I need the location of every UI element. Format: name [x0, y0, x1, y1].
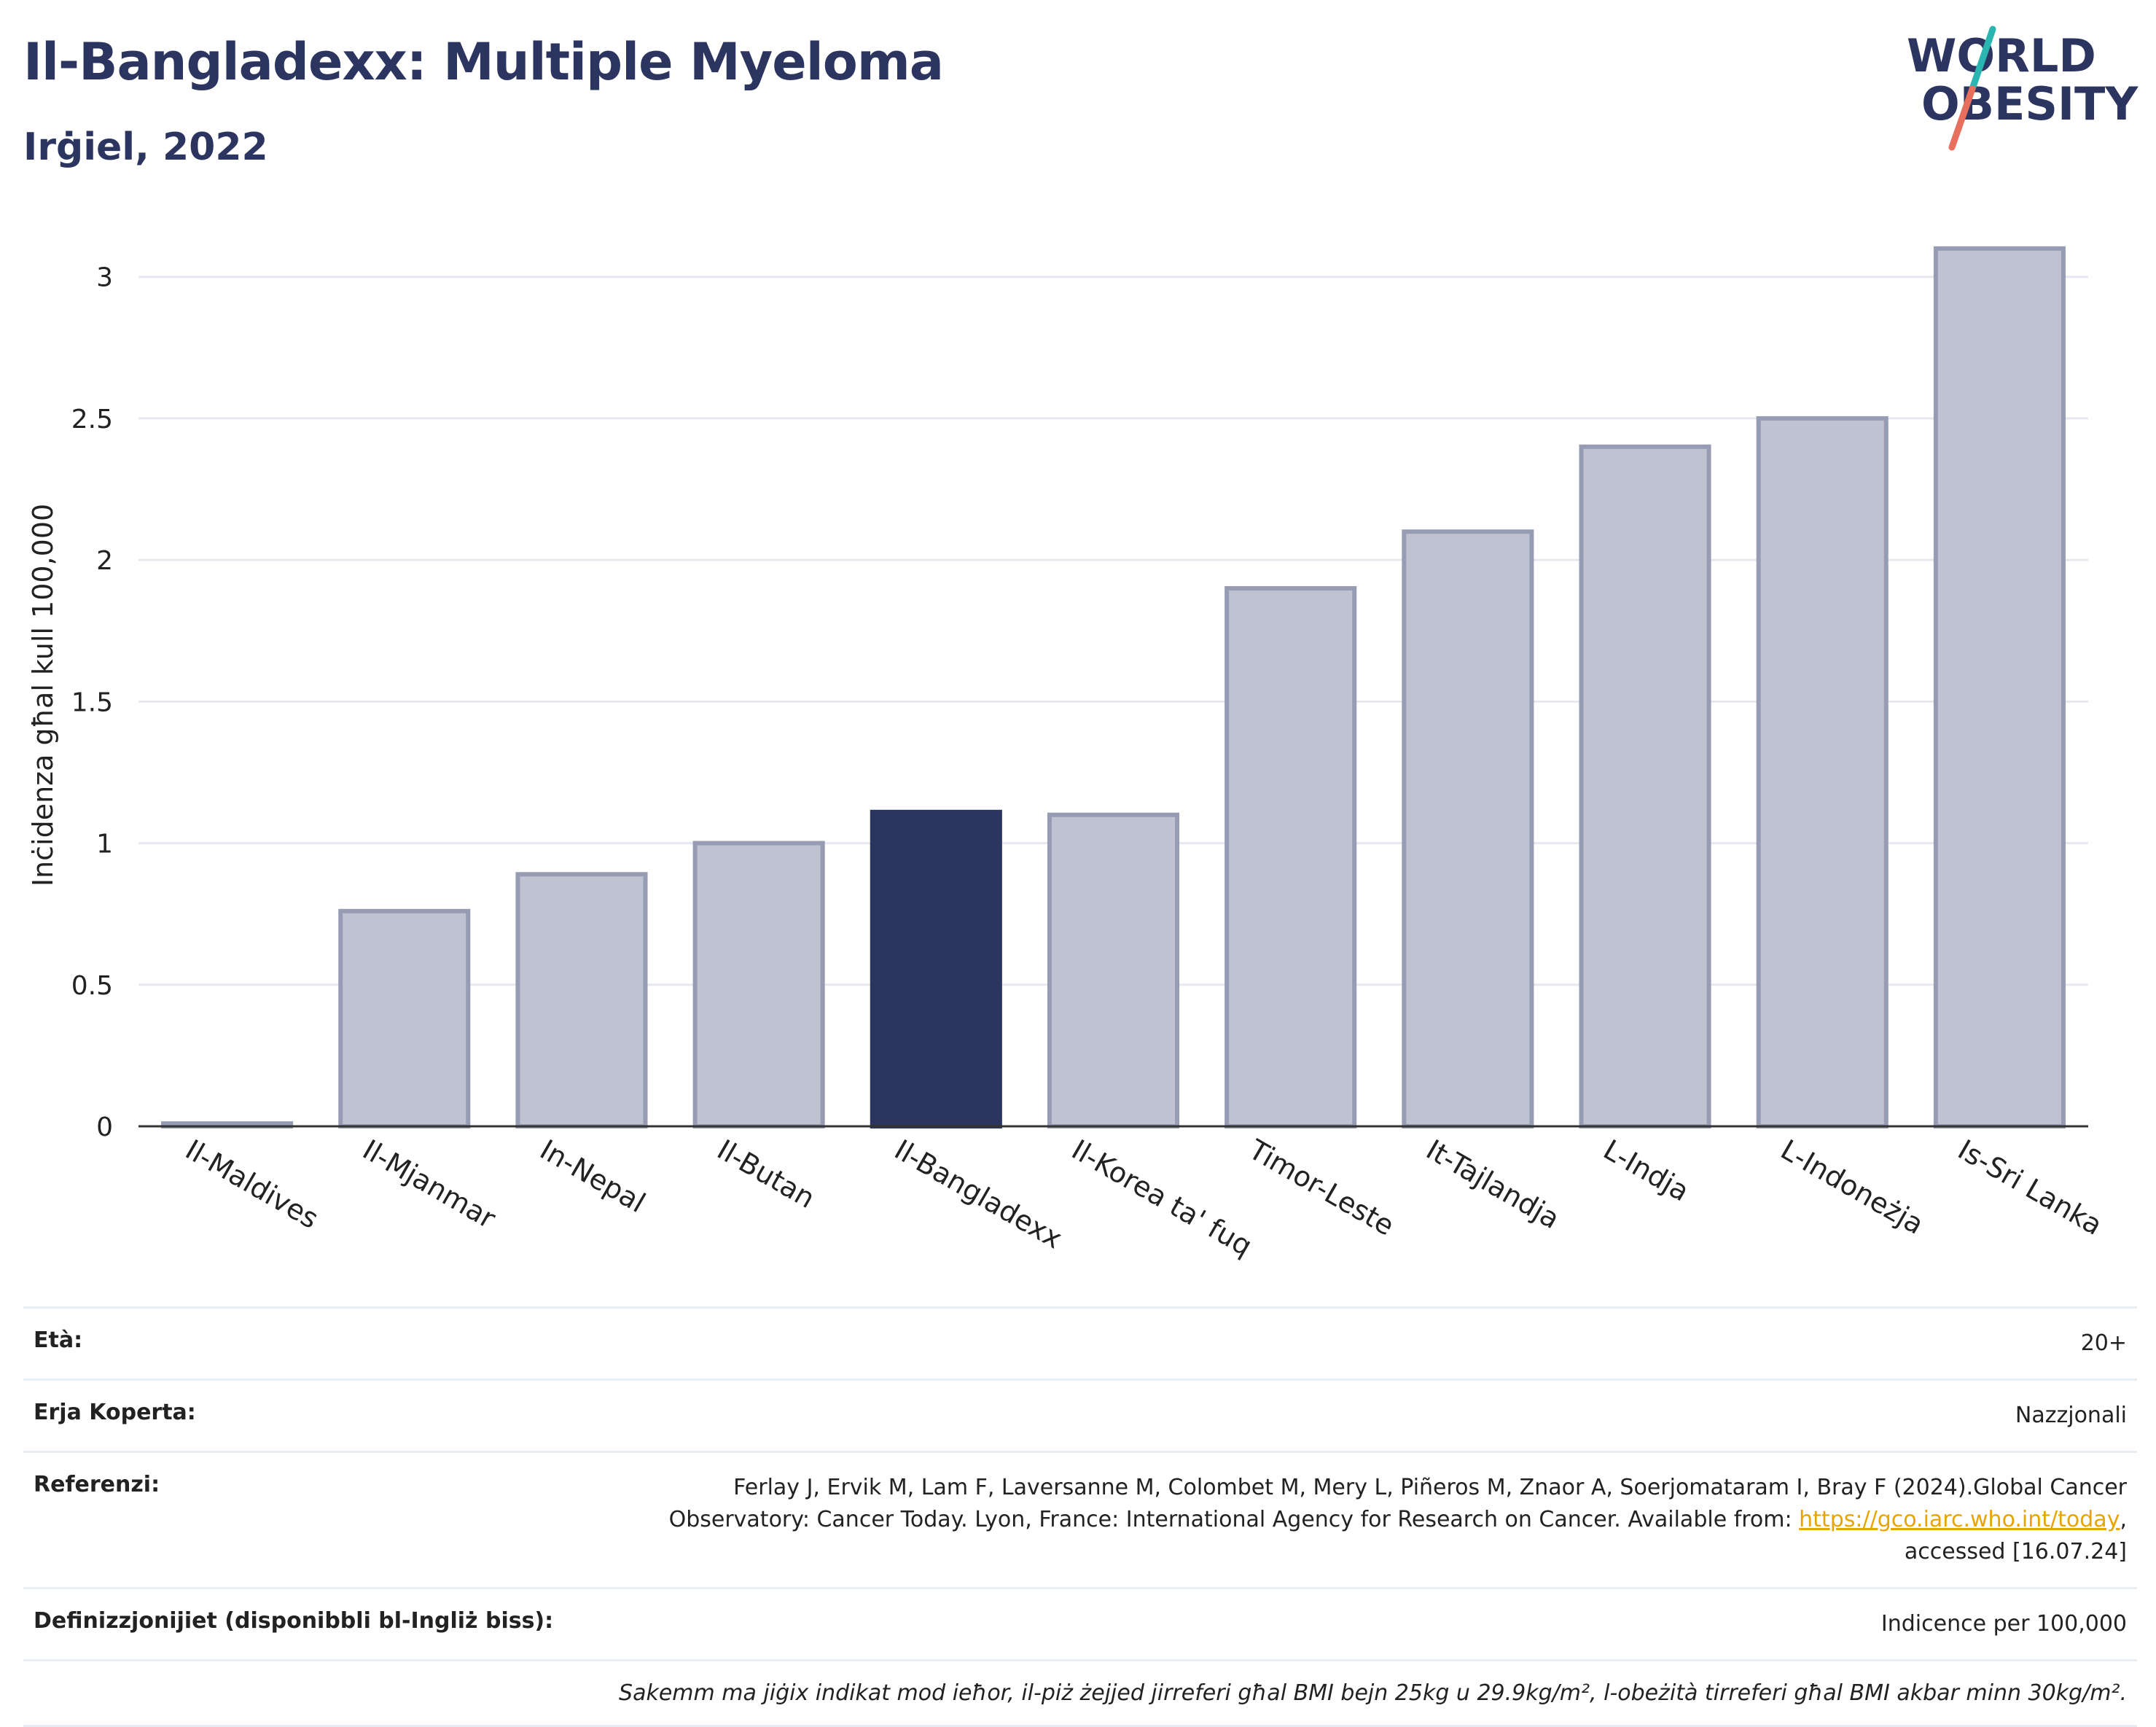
page-subtitle: Irġiel, 2022: [23, 125, 268, 169]
x-tick-label: Il-Butan: [712, 1134, 821, 1215]
meta-row-references: Referenzi: Ferlay J, Ervik M, Lam F, Lav…: [23, 1451, 2137, 1587]
y-tick-label: 0.5: [71, 971, 113, 1001]
meta-row-age: Età: 20+: [23, 1306, 2137, 1379]
logo-line-1: WORLD: [1907, 29, 2096, 82]
x-tick-label: Il-Korea ta' fuq: [1066, 1134, 1257, 1263]
bar-it-tajlandja: [1402, 529, 1534, 1128]
page-title: Il-Bangladexx: Multiple Myeloma: [23, 32, 944, 92]
y-tick-label: 1.5: [71, 687, 113, 717]
bars: [161, 246, 2066, 1129]
references-value: Ferlay J, Ervik M, Lam F, Laversanne M, …: [596, 1472, 2127, 1568]
bar-timor-leste: [1225, 585, 1357, 1128]
y-tick-label: 1: [96, 830, 113, 859]
metadata-table: Età: 20+ Erja Koperta: Nazzjonali Refere…: [23, 1306, 2137, 1727]
bar-l-indone-ja: [1756, 416, 1889, 1128]
references-link[interactable]: https://gco.iarc.who.int/today: [1799, 1507, 2120, 1532]
bar-il-mjanmar: [338, 908, 471, 1128]
meta-row-area: Erja Koperta: Nazzjonali: [23, 1379, 2137, 1451]
x-tick-label: Il-Maldives: [180, 1134, 324, 1235]
age-value: 20+: [2080, 1330, 2127, 1356]
bar-in-nepal: [515, 872, 648, 1129]
definitions-value: Indicence per 100,000: [1880, 1611, 2127, 1637]
age-label: Età:: [34, 1328, 83, 1353]
meta-row-definitions: Definizzjonijiet (disponibbli bl-Ingliż …: [23, 1587, 2137, 1659]
x-tick-label: Il-Bangladexx: [889, 1134, 1068, 1255]
x-tick-label: Il-Mjanmar: [357, 1134, 501, 1235]
bar-il-korea-ta-fuq: [1047, 812, 1180, 1128]
definitions-label: Definizzjonijiet (disponibbli bl-Ingliż …: [34, 1608, 554, 1634]
references-accessed: , accessed [16.07.24]: [1904, 1507, 2127, 1564]
x-tick-label: L-Indoneżja: [1776, 1134, 1929, 1241]
y-axis-label: Inċidenza għal kull 100,000: [27, 504, 59, 886]
y-tick-label: 2.5: [71, 405, 113, 434]
bar-il-butan: [692, 841, 825, 1128]
references-label: Referenzi:: [34, 1472, 160, 1497]
logo-slash-coral: [1948, 85, 1976, 151]
y-tick-label: 2: [96, 546, 113, 576]
bar-l-indja: [1579, 444, 1711, 1128]
logo-slash-teal: [1969, 26, 1996, 93]
x-tick-label: Is-Sri Lanka: [1953, 1134, 2108, 1241]
meta-row-note: Sakemm ma jiġix indikat mod ieħor, il-pi…: [23, 1659, 2137, 1727]
x-tick-label: In-Nepal: [534, 1134, 651, 1219]
area-label: Erja Koperta:: [34, 1400, 196, 1425]
x-tick-label: L-Indja: [1598, 1134, 1695, 1208]
x-tick-labels: Il-Maldives Il-Mjanmar In-Nepal Il-Butan Il-…: [180, 1133, 2108, 1262]
bmi-note: Sakemm ma jiġix indikat mod ieħor, il-pi…: [619, 1680, 2127, 1706]
bar-il-bangladexx: [870, 809, 1002, 1128]
world-obesity-logo: WORLD OBESITY: [1907, 26, 2139, 151]
bar-chart: 0 0.5 1 1.5 2 2.5 3 Il-Maldives Il-Mjanmar In-Ne…: [27, 246, 2108, 1263]
area-value: Nazzjonali: [2015, 1403, 2127, 1428]
x-tick-label: It-Tajlandja: [1421, 1134, 1565, 1236]
y-tick-label: 0: [96, 1112, 113, 1142]
x-tick-label: Timor-Leste: [1243, 1133, 1399, 1241]
y-tick-labels: 0 0.5 1 1.5 2 2.5 3: [71, 263, 113, 1142]
bar-is-sri-lanka: [1933, 246, 2066, 1128]
references-text: Ferlay J, Ervik M, Lam F, Laversanne M, …: [668, 1475, 2127, 1532]
y-tick-label: 3: [96, 263, 113, 293]
